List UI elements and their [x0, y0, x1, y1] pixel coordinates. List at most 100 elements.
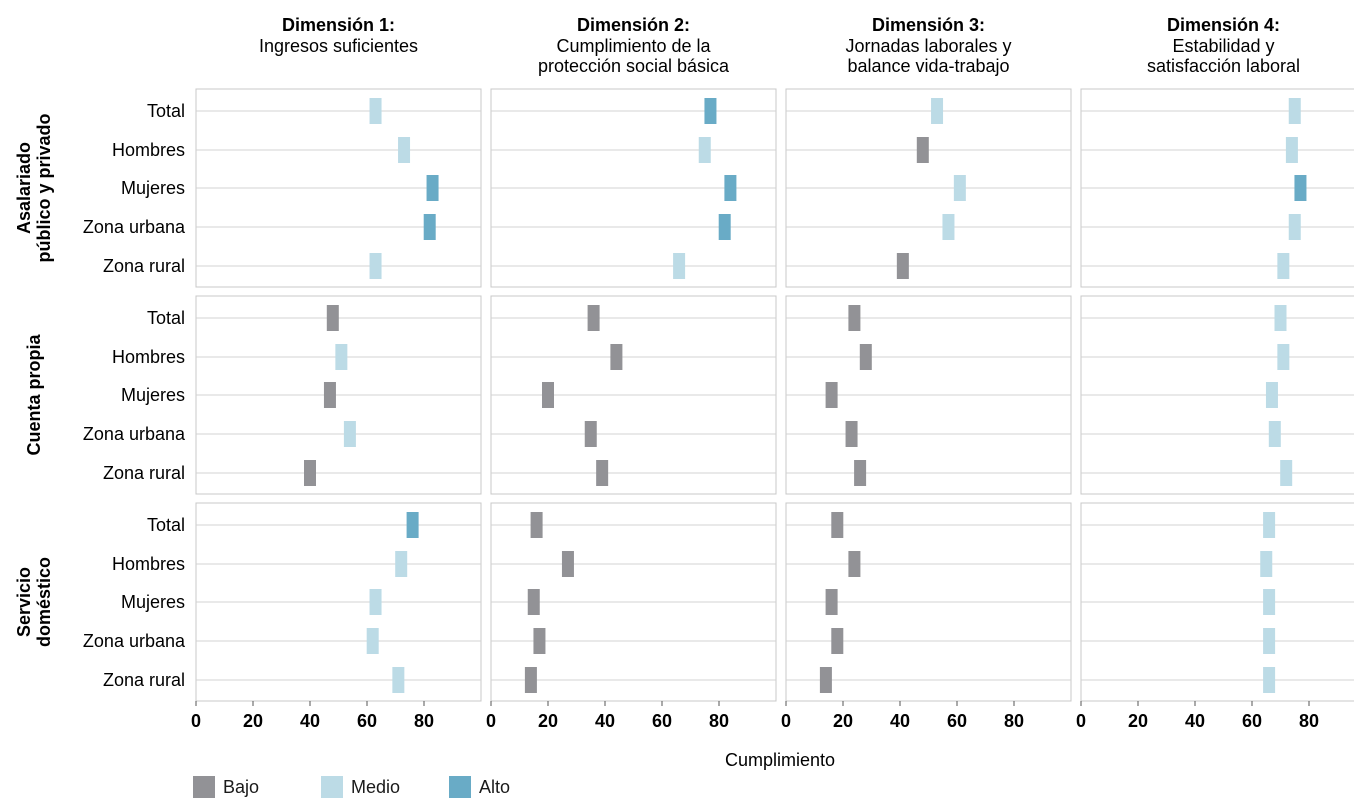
legend-label: Alto: [479, 776, 511, 797]
tick-label: 40: [1185, 711, 1205, 731]
legend-item: Alto: [449, 776, 577, 798]
category-label: Hombres: [112, 347, 185, 367]
bar: [854, 460, 867, 486]
bar: [1263, 628, 1276, 654]
bar: [1274, 305, 1287, 331]
group-label: Servicio: [14, 567, 34, 637]
bar: [1260, 551, 1273, 577]
bar: [931, 98, 944, 124]
bar: [1294, 175, 1307, 201]
bar: [831, 628, 844, 654]
dimension-subtitle: balance vida-trabajo: [847, 56, 1009, 76]
tick-label: 60: [1242, 711, 1262, 731]
legend: Bajo Medio Alto: [193, 776, 577, 798]
category-label: Total: [147, 515, 185, 535]
bar: [673, 253, 686, 279]
group-label: público y privado: [34, 113, 54, 262]
tick-label: 60: [947, 711, 967, 731]
dimension-title: Dimensión 3:: [872, 15, 985, 35]
dimension-title: Dimensión 1:: [282, 15, 395, 35]
tick-label: 40: [890, 711, 910, 731]
bar: [1263, 589, 1276, 615]
bar: [1268, 421, 1281, 447]
bar: [724, 175, 737, 201]
tick-label: 20: [1128, 711, 1148, 731]
bar: [527, 589, 540, 615]
bar: [323, 382, 336, 408]
category-label: Hombres: [112, 554, 185, 574]
bar: [831, 512, 844, 538]
category-label: Zona urbana: [83, 424, 186, 444]
bar: [704, 98, 717, 124]
bar: [1265, 382, 1278, 408]
bar: [1263, 667, 1276, 693]
bar: [1285, 137, 1298, 163]
bar: [1277, 253, 1290, 279]
dimension-title: Dimensión 4:: [1167, 15, 1280, 35]
tick-label: 20: [243, 711, 263, 731]
bar: [406, 512, 419, 538]
bar: [533, 628, 546, 654]
legend-label: Bajo: [223, 776, 260, 797]
dimension-subtitle: protección social básica: [538, 56, 730, 76]
bar: [848, 305, 861, 331]
bar: [369, 589, 382, 615]
bar: [1288, 214, 1301, 240]
bar: [845, 421, 858, 447]
tick-label: 40: [595, 711, 615, 731]
dimension-subtitle: Ingresos suficientes: [259, 36, 418, 56]
tick-label: 80: [414, 711, 434, 731]
bar: [423, 214, 436, 240]
bar: [819, 667, 832, 693]
tick-label: 0: [486, 711, 496, 731]
category-label: Zona rural: [103, 670, 185, 690]
bar: [825, 382, 838, 408]
group-label: Asalariado: [14, 142, 34, 234]
tick-label: 0: [781, 711, 791, 731]
bar: [304, 460, 316, 486]
bar: [1280, 460, 1293, 486]
bar: [698, 137, 711, 163]
legend-swatch: [449, 776, 471, 798]
group-label: doméstico: [34, 557, 54, 647]
tick-label: 60: [357, 711, 377, 731]
category-label: Mujeres: [121, 592, 185, 612]
tick-label: 60: [652, 711, 672, 731]
bar: [524, 667, 537, 693]
bar: [343, 421, 356, 447]
legend-swatch: [321, 776, 343, 798]
bar: [426, 175, 439, 201]
bar: [1288, 98, 1301, 124]
category-label: Zona urbana: [83, 217, 186, 237]
bar: [1277, 344, 1290, 370]
category-label: Zona rural: [103, 256, 185, 276]
bar: [369, 253, 382, 279]
tick-label: 80: [1299, 711, 1319, 731]
bar: [896, 253, 909, 279]
bar: [1263, 512, 1276, 538]
bar: [395, 551, 408, 577]
category-label: Total: [147, 101, 185, 121]
tick-label: 80: [709, 711, 729, 731]
bar: [596, 460, 609, 486]
dimension-subtitle: Jornadas laborales y: [845, 36, 1011, 56]
bar: [610, 344, 623, 370]
bar: [326, 305, 339, 331]
bar: [366, 628, 379, 654]
tick-label: 0: [1076, 711, 1086, 731]
category-label: Total: [147, 308, 185, 328]
bar: [953, 175, 966, 201]
bar: [530, 512, 543, 538]
tick-label: 20: [538, 711, 558, 731]
category-label: Zona urbana: [83, 631, 186, 651]
tick-label: 20: [833, 711, 853, 731]
bar: [942, 214, 955, 240]
tick-label: 80: [1004, 711, 1024, 731]
dimension-subtitle: Cumplimiento de la: [556, 36, 711, 56]
group-label: Cuenta propia: [24, 334, 44, 456]
bar: [369, 98, 382, 124]
bar: [587, 305, 600, 331]
category-label: Hombres: [112, 140, 185, 160]
bar: [825, 589, 838, 615]
